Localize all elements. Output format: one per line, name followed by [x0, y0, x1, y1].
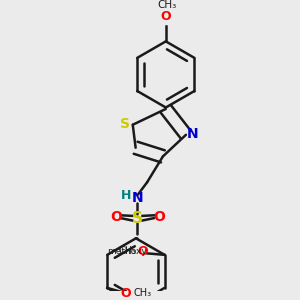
Text: CH₃: CH₃: [133, 288, 152, 298]
Text: O: O: [121, 286, 131, 300]
Text: O: O: [138, 245, 148, 258]
Text: O: O: [153, 210, 165, 224]
Text: S: S: [120, 117, 130, 131]
Text: methoxy: methoxy: [107, 247, 147, 256]
Text: O: O: [160, 10, 171, 23]
Text: CH₃: CH₃: [119, 246, 137, 256]
Text: N: N: [131, 191, 143, 205]
Text: O: O: [110, 210, 122, 224]
Text: CH₃: CH₃: [158, 0, 177, 10]
Text: N: N: [186, 127, 198, 141]
Text: S: S: [132, 211, 143, 226]
Text: H: H: [121, 189, 132, 202]
